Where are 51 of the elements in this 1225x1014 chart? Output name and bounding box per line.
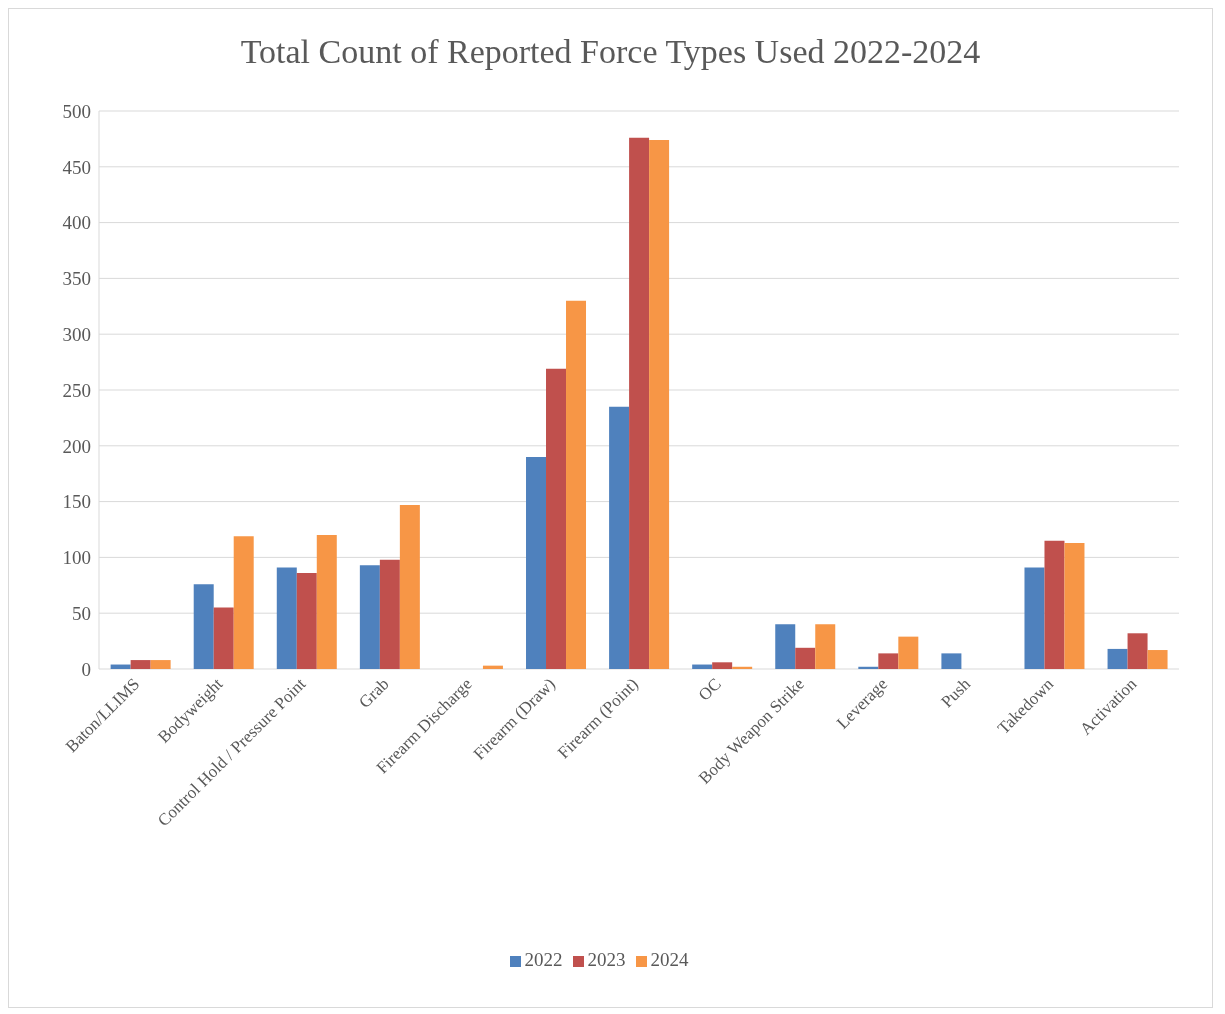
y-tick-label: 150 — [62, 491, 91, 513]
bar — [649, 140, 670, 669]
bar — [150, 660, 171, 669]
bar — [399, 504, 420, 669]
bar — [898, 636, 919, 669]
legend-label: 2023 — [587, 949, 626, 970]
bar — [878, 653, 899, 669]
bar — [775, 624, 796, 669]
bar — [1107, 648, 1128, 669]
bar — [609, 406, 630, 669]
bar — [1044, 540, 1065, 669]
bar — [276, 567, 297, 669]
bar — [1147, 650, 1168, 669]
bar — [629, 137, 650, 669]
bar — [233, 536, 254, 669]
bar — [1024, 567, 1045, 669]
bar — [1064, 542, 1085, 669]
bar — [193, 584, 214, 669]
bar — [795, 647, 816, 669]
x-tick-label: OC — [694, 674, 725, 705]
bar — [316, 535, 337, 669]
bar — [1127, 633, 1148, 669]
bar — [359, 565, 380, 669]
y-tick-label: 200 — [62, 435, 91, 457]
bar — [941, 653, 962, 669]
x-tick-label: Grab — [355, 674, 393, 712]
bar — [482, 665, 503, 669]
y-tick-label: 450 — [62, 156, 91, 178]
bar — [110, 664, 131, 669]
bar — [815, 624, 836, 669]
legend-label: 2022 — [524, 949, 563, 970]
bar — [546, 368, 567, 669]
legend-label: 2024 — [650, 949, 689, 970]
y-tick-label: 300 — [62, 323, 91, 345]
bar — [526, 456, 547, 669]
y-tick-label: 50 — [72, 602, 91, 624]
y-tick-label: 350 — [62, 268, 91, 290]
x-tick-label: Push — [937, 674, 975, 712]
bar — [692, 664, 713, 669]
y-tick-label: 250 — [62, 379, 91, 401]
y-tick-label: 500 — [62, 100, 91, 122]
y-tick-label: 400 — [62, 212, 91, 234]
bar — [130, 660, 151, 669]
chart-title: Total Count of Reported Force Types Used 2022-2024 — [239, 33, 982, 71]
bar — [213, 607, 234, 669]
y-tick-label: 0 — [81, 658, 91, 680]
y-tick-label: 100 — [62, 547, 91, 569]
bar — [712, 662, 733, 669]
bar — [296, 573, 317, 669]
bar — [566, 300, 587, 669]
bar — [379, 559, 400, 669]
